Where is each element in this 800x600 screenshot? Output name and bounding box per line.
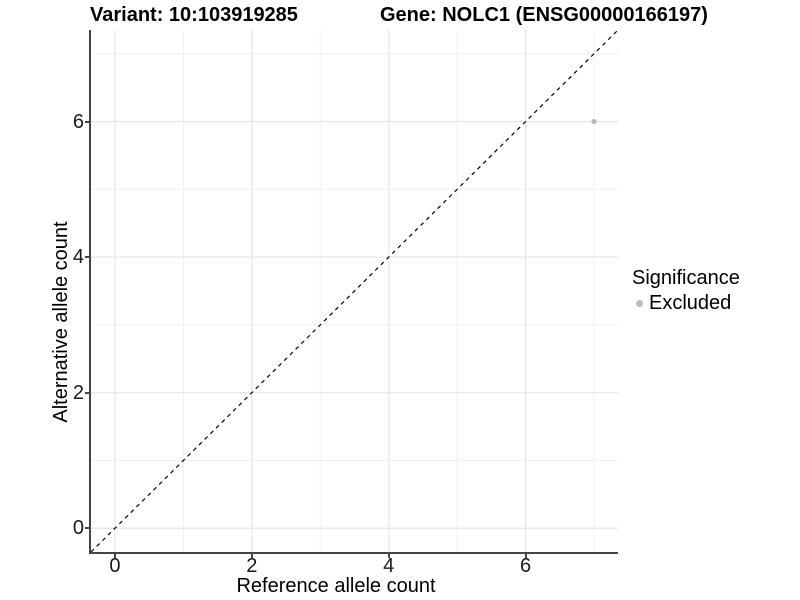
x-axis-title: Reference allele count xyxy=(236,575,436,597)
y-axis-tick-label: 0 xyxy=(72,517,84,540)
legend-title: Significance xyxy=(632,267,740,289)
plot-panel xyxy=(89,30,618,554)
plot-canvas xyxy=(91,30,618,552)
y-axis-tick xyxy=(85,256,89,259)
data-point xyxy=(591,118,597,125)
legend: Significance Excluded xyxy=(630,266,740,315)
x-axis-tick xyxy=(387,554,390,558)
x-axis-tick xyxy=(113,554,116,558)
legend-entry-label: Excluded xyxy=(649,292,732,314)
y-axis-title: Alternative allele count xyxy=(50,221,72,423)
y-axis-tick-label: 4 xyxy=(72,246,84,269)
plot-title-gene: Gene: NOLC1 (ENSG00000166197) xyxy=(380,4,708,26)
identity-line xyxy=(91,30,618,552)
y-axis-tick xyxy=(85,120,89,123)
x-axis-tick xyxy=(524,554,527,558)
x-axis-tick xyxy=(250,554,253,558)
y-axis-tick-label: 6 xyxy=(72,110,84,133)
legend-entry-excluded: Excluded xyxy=(630,291,740,315)
x-axis-tick-label: 0 xyxy=(109,555,121,577)
y-axis-tick xyxy=(85,391,89,394)
y-axis-tick-label: 2 xyxy=(72,381,84,404)
x-axis-tick-label: 2 xyxy=(246,555,258,577)
y-axis-tick xyxy=(85,527,89,530)
plot-title-variant: Variant: 10:103919285 xyxy=(90,4,298,26)
legend-point-icon xyxy=(636,299,643,307)
x-axis-tick-label: 4 xyxy=(383,555,395,577)
x-axis-tick-label: 6 xyxy=(520,555,532,577)
